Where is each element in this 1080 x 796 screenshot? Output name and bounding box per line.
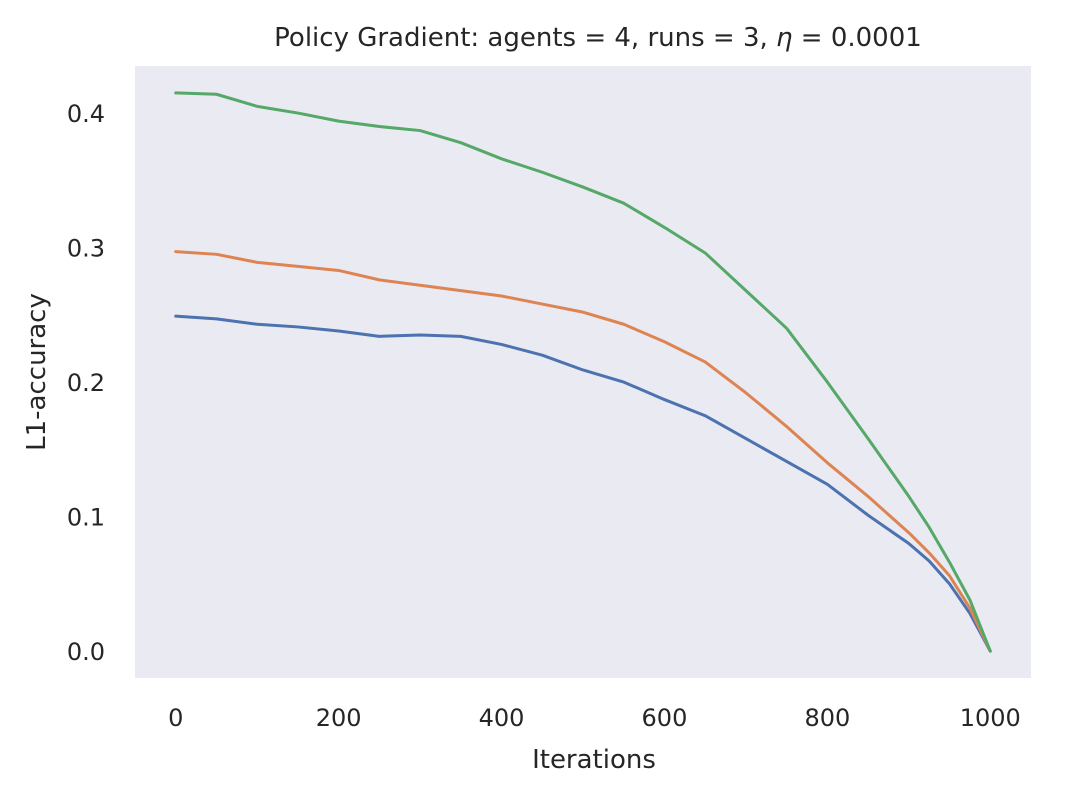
series-line-1 [174, 314, 992, 653]
series-line-3 [174, 91, 992, 653]
x-axis-label: Iterations [532, 745, 656, 775]
plot-area [135, 66, 1031, 678]
chart-title-suffix: = 0.0001 [793, 23, 922, 53]
y-tick-label: 0.1 [67, 504, 105, 532]
chart-title: Policy Gradient: agents = 4, runs = 3, η… [274, 23, 922, 53]
x-tick-label: 200 [316, 704, 362, 732]
x-tick-label: 800 [804, 704, 850, 732]
y-tick-label: 0.0 [67, 638, 105, 666]
y-tick-label: 0.4 [67, 100, 105, 128]
series-line-2 [174, 250, 992, 653]
x-tick-label: 400 [479, 704, 525, 732]
x-tick-label: 0 [168, 704, 183, 732]
x-tick-label: 1000 [960, 704, 1021, 732]
chart-title-eta: η [776, 23, 792, 53]
series-layer [174, 91, 992, 653]
y-tick-label: 0.2 [67, 369, 105, 397]
x-tick-label: 600 [642, 704, 688, 732]
y-axis-label: L1-accuracy [22, 293, 52, 451]
y-tick-label: 0.3 [67, 235, 105, 263]
chart-title-prefix: Policy Gradient: agents = 4, runs = 3, [274, 23, 776, 53]
y-axis-ticks: 0.0 0.1 0.2 0.3 0.4 [67, 100, 105, 666]
x-axis-ticks: 0 200 400 600 800 1000 [168, 704, 1021, 732]
